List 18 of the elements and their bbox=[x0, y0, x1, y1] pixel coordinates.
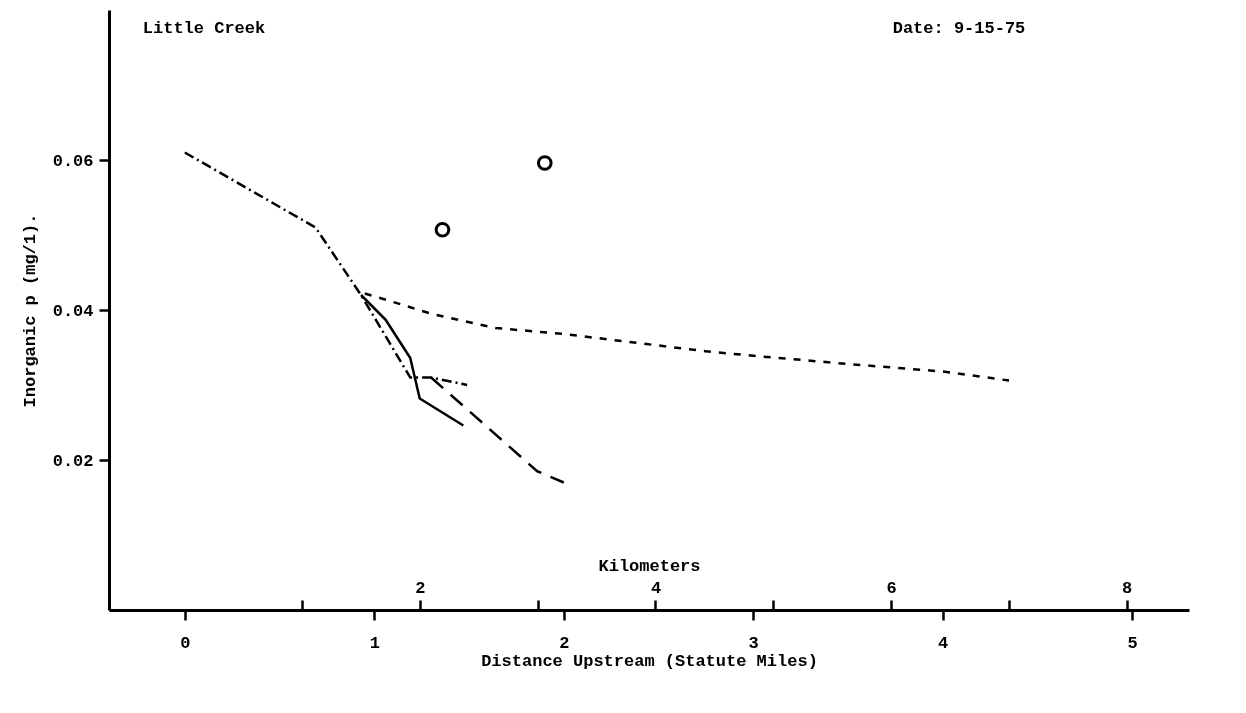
x-tick-label: 5 bbox=[1127, 633, 1138, 653]
annotation: Little Creek bbox=[142, 19, 266, 38]
x2-tick-label: 6 bbox=[886, 578, 897, 598]
y-axis-title: Inorganic p (mg/1). bbox=[20, 213, 40, 408]
y-tick-label: 0.06 bbox=[52, 151, 94, 171]
y-tick-label: 0.02 bbox=[52, 451, 94, 471]
x-tick-label: 1 bbox=[369, 633, 380, 653]
annotation: Date: 9-15-75 bbox=[892, 19, 1026, 38]
x2-axis-title: Kilometers bbox=[598, 556, 701, 576]
x-tick-label: 4 bbox=[938, 633, 949, 653]
x-tick-label: 3 bbox=[748, 633, 759, 653]
x2-tick-label: 2 bbox=[415, 578, 426, 598]
x-axis-title: Distance Upstream (Statute Miles) bbox=[481, 651, 818, 671]
y-tick-label: 0.04 bbox=[52, 301, 94, 321]
x2-tick-label: 4 bbox=[650, 578, 662, 598]
x2-tick-label: 8 bbox=[1121, 578, 1133, 598]
x-tick-label: 2 bbox=[559, 633, 570, 653]
x-tick-label: 0 bbox=[180, 633, 191, 653]
